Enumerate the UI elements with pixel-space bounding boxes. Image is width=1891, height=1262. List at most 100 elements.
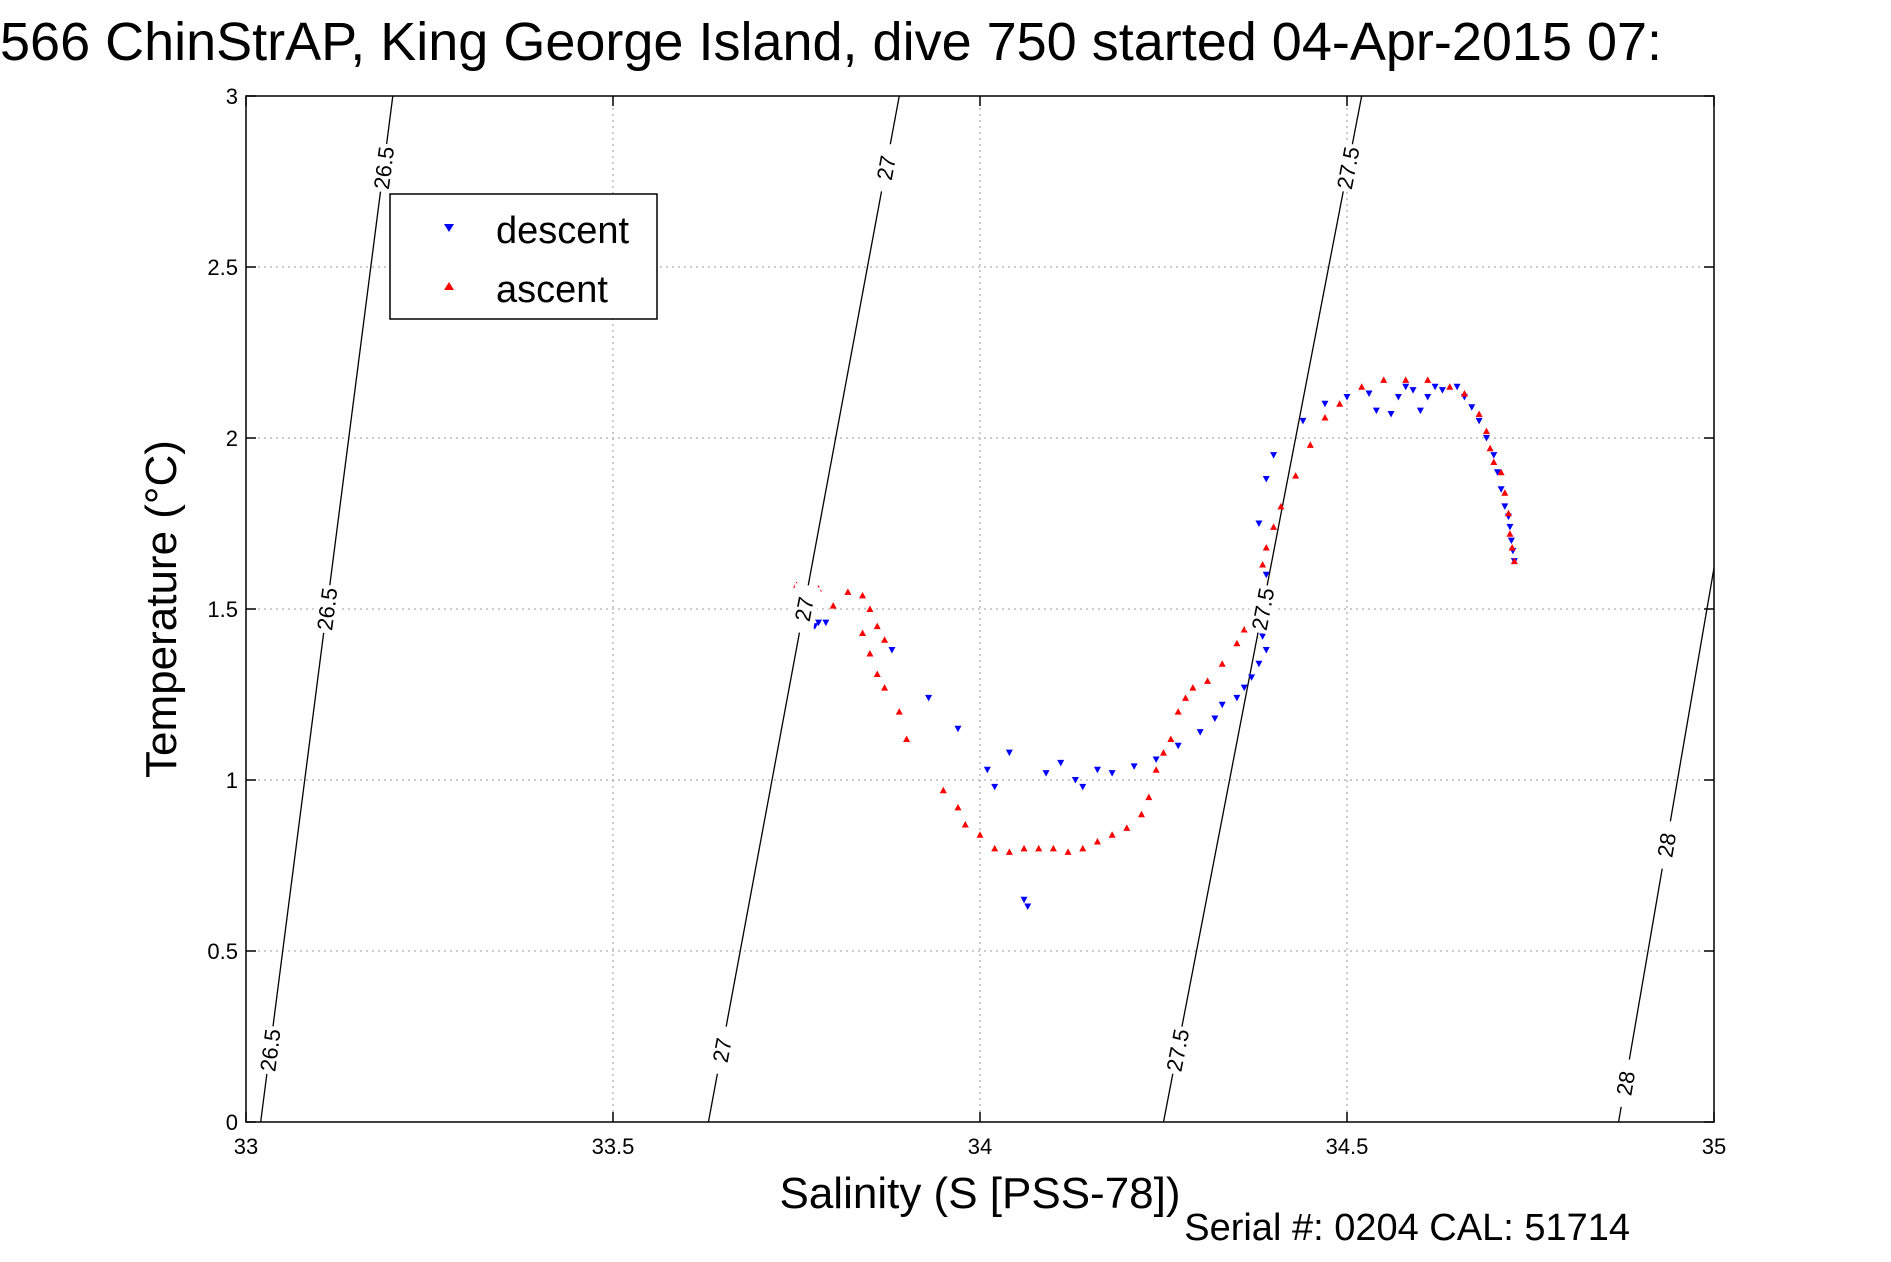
descent-point (1262, 571, 1270, 579)
descent-point (1497, 486, 1505, 493)
ascent-point (1504, 509, 1512, 517)
descent-point (1071, 777, 1079, 784)
ascent-point (976, 831, 984, 838)
ascent-point (1167, 735, 1175, 742)
ascent-point (1497, 468, 1505, 476)
legend-descent-marker (444, 224, 454, 232)
descent-point (1365, 390, 1373, 398)
x-tick-label: 33 (234, 1134, 258, 1159)
y-tick-label: 2.5 (207, 255, 238, 280)
ascent-point (1424, 376, 1432, 383)
ascent-point (1108, 831, 1116, 838)
ascent-point (1152, 766, 1160, 773)
descent-point (1270, 452, 1278, 459)
descent-point (888, 647, 896, 654)
descent-point (1468, 404, 1476, 411)
ascent-point (1020, 844, 1028, 852)
density-contour-label-bg (367, 142, 400, 194)
density-contour-label-bg (868, 141, 904, 194)
density-contour-label-group: 26.5 (253, 1024, 286, 1076)
descent-point (954, 725, 962, 733)
x-axis-label: Salinity (S [PSS-78]) (779, 1169, 1180, 1218)
ascent-point (1189, 684, 1197, 691)
descent-point (1507, 537, 1515, 545)
ascent-point (1277, 502, 1285, 510)
density-contour-label-group: 27 (786, 583, 822, 635)
ascent-point (1262, 543, 1270, 551)
density-contour-label-group: 27 (868, 141, 904, 194)
ascent-point (1321, 413, 1329, 421)
ascent-point (1486, 444, 1494, 452)
descent-point (1130, 763, 1138, 770)
legend-ascent-marker (444, 282, 454, 290)
legend-ascent-label: ascent (496, 269, 608, 311)
descent-point (1152, 756, 1160, 763)
descent-point (1387, 411, 1395, 418)
density-contour-label-group: 28 (1608, 1057, 1643, 1110)
descent-point (1196, 729, 1204, 736)
descent-point (1005, 749, 1013, 757)
descent-point (1020, 896, 1028, 904)
descent-point (1218, 701, 1226, 709)
ascent-point (1005, 848, 1013, 855)
descent-point (1299, 417, 1307, 425)
descent-point (1321, 400, 1329, 408)
ascent-point (873, 622, 881, 630)
legend-box (389, 193, 658, 320)
legend-descent-label: descent (496, 210, 630, 252)
descent-point (983, 766, 991, 774)
density-contour-label-group: 28 (1649, 819, 1684, 871)
ascent-point (954, 803, 962, 811)
descent-point (1233, 694, 1241, 702)
ascent-point (1482, 427, 1490, 435)
descent-point (1057, 759, 1065, 767)
density-contour-label-bg (1649, 819, 1684, 871)
ascent-point (1182, 694, 1190, 701)
descent-point (822, 619, 830, 627)
density-contour-label-bg (1330, 141, 1366, 194)
ascent-point (991, 844, 999, 852)
descent-point (1255, 520, 1263, 527)
descent-point (1255, 660, 1263, 668)
ascent-point (939, 786, 947, 794)
x-tick-label: 34.5 (1326, 1134, 1369, 1159)
ascent-point (1218, 660, 1226, 667)
descent-point (1416, 407, 1424, 415)
y-tick-label: 0 (226, 1110, 238, 1135)
descent-point (1024, 903, 1032, 911)
descent-point (991, 783, 999, 791)
ascent-point (1336, 400, 1344, 407)
ascent-point (881, 684, 889, 691)
descent-point (1402, 383, 1410, 391)
descent-point (1490, 452, 1498, 459)
y-tick-label: 0.5 (207, 939, 238, 964)
ascent-point (1145, 793, 1153, 801)
descent-point (1174, 742, 1182, 750)
density-contour-label: 27 (790, 595, 819, 624)
ascent-point (866, 649, 874, 657)
ascent-point (829, 602, 837, 609)
descent-point (1042, 770, 1050, 777)
density-contour-label: 26.5 (255, 1027, 285, 1073)
density-contour-label-group: 26.5 (367, 142, 400, 194)
ascent-point (1508, 543, 1516, 551)
descent-point (1394, 393, 1402, 401)
density-contour-label-group: 27 (704, 1024, 739, 1077)
ascent-point (1233, 639, 1241, 647)
descent-point (1475, 417, 1483, 425)
descent-point (1240, 684, 1248, 692)
density-contour-label: 27 (708, 1036, 737, 1065)
descent-point (1343, 393, 1351, 401)
y-axis-label: Temperature (°C) (137, 440, 186, 778)
density-contour-label-bg (786, 583, 822, 635)
ascent-point (1137, 810, 1145, 818)
descent-point (1259, 633, 1267, 640)
descent-point (1438, 387, 1446, 394)
x-tick-label: 34 (968, 1134, 992, 1159)
ascent-point (1160, 749, 1167, 756)
x-tick-label: 35 (1702, 1134, 1726, 1159)
footer-serial-cal: Serial #: 0204 CAL: 51714 (1184, 1207, 1630, 1249)
ascent-point (1079, 844, 1087, 852)
ascent-point (1501, 489, 1509, 496)
